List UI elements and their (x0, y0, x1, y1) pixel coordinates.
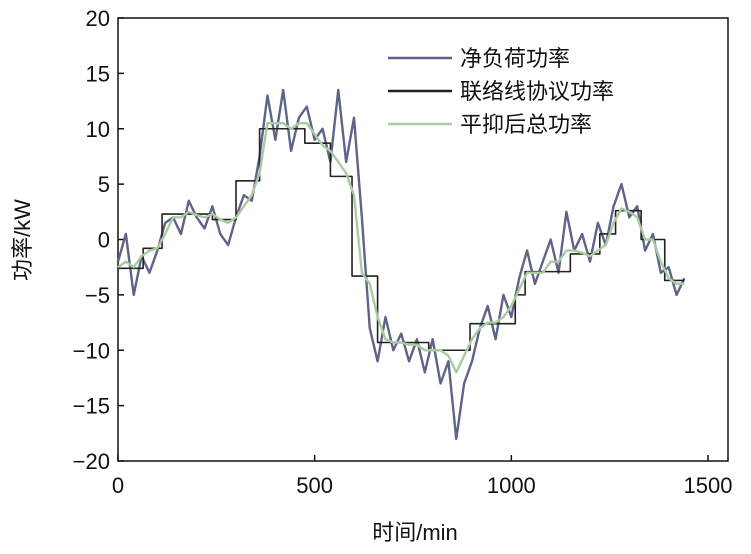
x-axis-label: 时间/min (372, 520, 458, 545)
y-tick-label: −15 (73, 394, 110, 419)
series-line-0 (116, 88, 686, 441)
y-tick-label: 5 (98, 172, 110, 197)
legend-label: 联络线协议功率 (460, 79, 614, 104)
y-tick-label: −5 (85, 283, 110, 308)
y-axis-label: 功率/kW (10, 199, 35, 281)
x-tick-label: 0 (112, 473, 124, 498)
y-tick-label: −10 (73, 338, 110, 363)
y-tick-label: 15 (86, 61, 110, 86)
x-tick-label: 1000 (487, 473, 536, 498)
x-tick-label: 1500 (684, 473, 733, 498)
y-tick-label: −20 (73, 449, 110, 474)
y-tick-label: 20 (86, 6, 110, 31)
series-line-1 (118, 127, 685, 352)
series-line-2 (117, 122, 685, 374)
plot-frame (117, 17, 729, 462)
x-tick-label: 500 (296, 473, 333, 498)
y-tick-label: 10 (86, 117, 110, 142)
y-tick-label: 0 (98, 228, 110, 253)
legend-label: 净负荷功率 (460, 46, 570, 71)
legend-label: 平抑后总功率 (460, 112, 592, 137)
